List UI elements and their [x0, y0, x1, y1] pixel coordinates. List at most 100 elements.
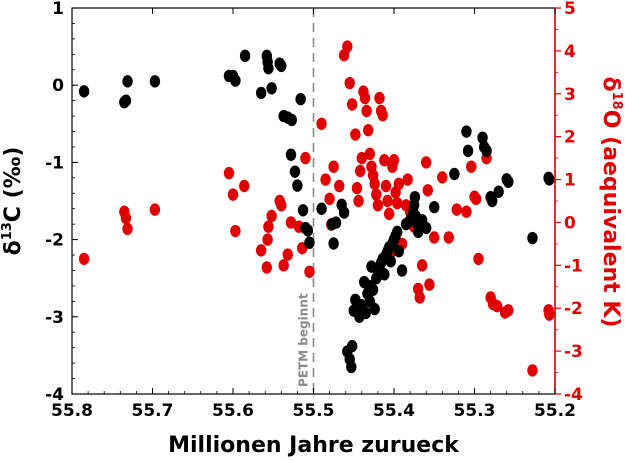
data-point-d18o [261, 261, 273, 274]
data-point-d18o [239, 179, 250, 193]
data-point-d13c [292, 179, 303, 192]
data-point-d13c [285, 148, 297, 161]
x-tick-label: 55.8 [51, 401, 93, 421]
data-point-d13c [302, 224, 314, 237]
data-point-d13c [527, 231, 538, 245]
data-point-d18o [285, 216, 297, 229]
data-point-d13c [409, 190, 421, 204]
y-right-axis-title: δ18O (aequivalent K) [598, 77, 624, 328]
data-point-d18o [255, 244, 267, 257]
data-point-d18o [437, 171, 448, 184]
data-point-d18o [371, 188, 382, 201]
data-point-d18o [473, 252, 484, 266]
data-point-d18o [282, 248, 293, 261]
data-point-d13c [544, 173, 555, 186]
data-point-d13c [78, 85, 90, 98]
data-point-d13c [503, 175, 514, 188]
x-tick-label: 55.4 [373, 401, 415, 421]
data-point-d13c [230, 74, 241, 87]
data-point-d18o [320, 173, 331, 186]
data-point-d18o [316, 117, 327, 130]
data-point-d18o [230, 224, 241, 238]
data-point-d13c [379, 268, 390, 281]
y-left-tick-label: 0 [52, 76, 64, 96]
data-point-d18o [276, 199, 287, 212]
y-right-title-main: δ [598, 77, 623, 92]
data-point-d18o [278, 259, 289, 272]
data-point-d13c [304, 236, 315, 249]
data-point-d18o [78, 252, 90, 266]
x-tick-label: 55.3 [454, 401, 496, 421]
data-point-d18o [328, 160, 339, 173]
y-right-tick-label: 1 [564, 171, 576, 191]
data-point-d18o [359, 91, 371, 105]
data-point-d13c [266, 82, 277, 95]
data-point-d13c [122, 75, 133, 88]
data-point-d18o [149, 203, 161, 216]
y-left-axis-title: δ13C (‰) [0, 147, 26, 256]
data-point-d13c [255, 86, 267, 100]
data-point-d18o [223, 166, 235, 180]
x-axis-title: Millionen Jahre zurueck [168, 433, 460, 458]
data-point-d18o [422, 184, 434, 197]
data-point-d13c [396, 264, 408, 277]
y-right-title-rest: O (aequivalent K) [598, 110, 623, 328]
data-point-d18o [262, 233, 273, 246]
data-point-d13c [449, 167, 460, 181]
data-point-d18o [393, 177, 405, 191]
data-point-d18o [424, 278, 435, 291]
y-left-tick-label: 1 [52, 0, 64, 19]
data-point-d18o [380, 179, 392, 193]
data-point-d13c [286, 113, 297, 127]
data-point-d13c [367, 283, 379, 296]
data-point-d18o [300, 151, 311, 165]
data-point-d13c [276, 59, 287, 73]
data-point-d18o [414, 291, 425, 304]
data-point-d13c [295, 92, 306, 106]
series-layer [78, 40, 555, 377]
y-left-title-rest: C (‰) [1, 147, 26, 223]
data-point-d18o [383, 207, 395, 221]
data-point-d18o [421, 156, 432, 169]
data-point-d13c [338, 206, 350, 219]
x-tick-label: 55.2 [534, 401, 576, 421]
y-left-title-sup: 13 [0, 222, 15, 240]
data-point-d18o [372, 199, 384, 212]
data-point-d13c [462, 144, 474, 158]
data-point-d18o [461, 205, 472, 218]
y-right-tick-label: 2 [564, 128, 576, 148]
data-point-d18o [443, 231, 454, 244]
data-point-d18o [266, 209, 277, 223]
y-right-tick-label: 4 [564, 42, 576, 62]
data-point-d18o [122, 222, 133, 236]
data-point-d13c [346, 339, 358, 353]
data-point-d18o [416, 259, 428, 272]
data-point-d13c [346, 360, 357, 374]
data-point-d13c [330, 216, 342, 229]
data-point-d13c [328, 237, 339, 250]
y-left-tick-label: -2 [45, 231, 64, 251]
data-point-d13c [120, 94, 132, 107]
data-point-d13c [263, 62, 274, 75]
data-point-d18o [363, 124, 374, 137]
petm-marker: PETM beginnt [297, 8, 315, 394]
data-point-d18o [470, 192, 482, 206]
data-point-d13c [487, 194, 498, 208]
data-point-d13c [421, 221, 432, 235]
data-point-d18o [466, 160, 477, 173]
data-point-d18o [527, 364, 538, 377]
data-point-d13c [477, 131, 488, 144]
data-point-d13c [369, 302, 380, 316]
y-left-tick-label: -3 [45, 308, 64, 328]
y-right-tick-label: 3 [564, 85, 576, 105]
data-point-d18o [346, 98, 358, 111]
y-right-tick-label: 5 [564, 0, 576, 19]
data-point-d18o [227, 188, 239, 201]
data-point-d18o [369, 177, 380, 191]
x-tick-label: 55.6 [212, 401, 254, 421]
data-point-d13c [481, 144, 492, 158]
data-point-d13c [239, 49, 251, 63]
y-left-tick-label: -4 [45, 385, 64, 405]
data-point-d18o [503, 304, 514, 317]
